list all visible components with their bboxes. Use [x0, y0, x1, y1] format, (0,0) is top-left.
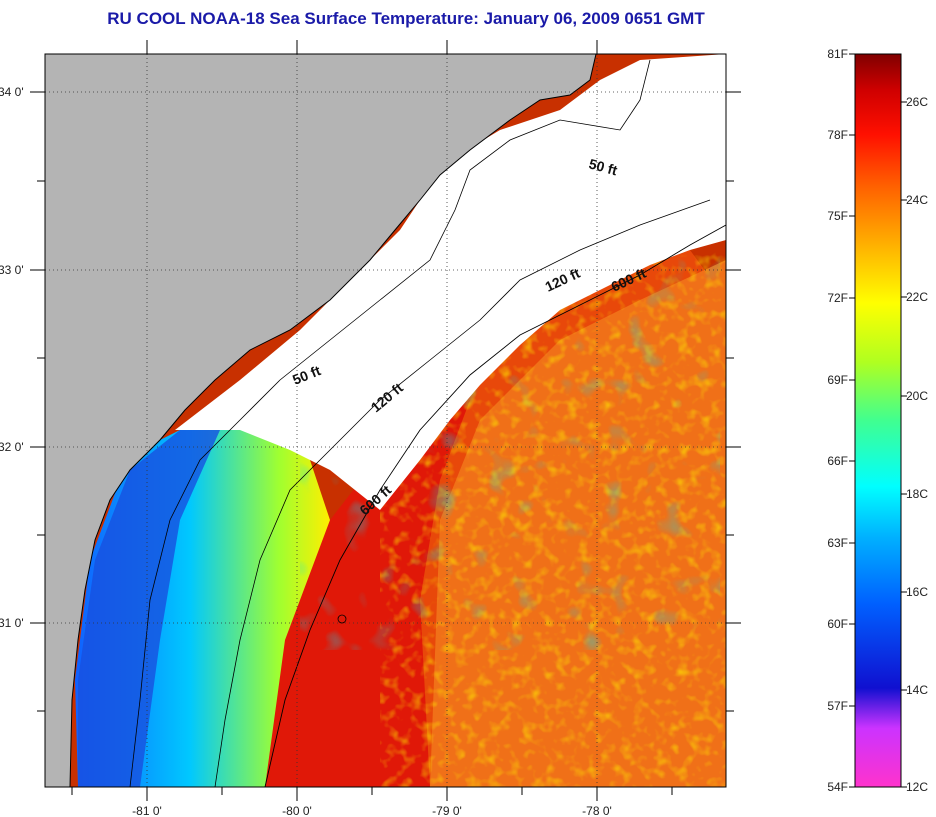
colorbar-f-label-7: 60F — [827, 617, 848, 631]
colorbar-f-label-1: 78F — [827, 128, 848, 142]
colorbar-c-label-3: 20C — [906, 389, 928, 403]
colorbar-f-label-3: 72F — [827, 291, 848, 305]
colorbar-c-label-6: 14C — [906, 683, 928, 697]
colorbar-c-label-5: 16C — [906, 585, 928, 599]
lon-label-81: -81 0' — [132, 804, 162, 817]
lon-label-80: -80 0' — [282, 804, 312, 817]
colorbar: 81F 78F 75F 72F 69F 66F 63F 60F 57F 54F … — [827, 47, 928, 794]
lat-label-31: 31 0' — [0, 616, 24, 630]
colorbar-c-label-0: 26C — [906, 95, 928, 109]
contour-50ft — [129, 59, 651, 787]
colorbar-scale — [854, 53, 902, 788]
axis-ticks — [30, 40, 741, 801]
lat-label-34: 34 0' — [0, 85, 24, 99]
colorbar-f-label-5: 66F — [827, 454, 848, 468]
colorbar-f-label-9: 54F — [827, 780, 848, 794]
lat-label-33: 33 0' — [0, 263, 24, 277]
depth-label-50ft-north: 50 ft — [587, 155, 619, 178]
land — [45, 54, 596, 787]
coastline — [69, 54, 597, 787]
colorbar-c-label-1: 24C — [906, 193, 928, 207]
colorbar-f-label-6: 63F — [827, 536, 848, 550]
map-title: RU COOL NOAA-18 Sea Surface Temperature:… — [107, 9, 705, 28]
contour-600ft — [264, 224, 726, 787]
lat-label-32: 32 0' — [0, 440, 24, 454]
colorbar-c-label-2: 22C — [906, 290, 928, 304]
colorbar-ticks — [849, 53, 907, 788]
colorbar-f-label-4: 69F — [827, 373, 848, 387]
lon-label-79: -79 0' — [432, 804, 462, 817]
cloud-cover — [175, 54, 726, 510]
colorbar-c-label-4: 18C — [906, 487, 928, 501]
map-area — [45, 54, 726, 787]
contour-120ft — [214, 199, 711, 787]
buoy-marker — [337, 614, 347, 624]
map-frame — [44, 53, 727, 788]
colorbar-f-label-0: 81F — [827, 47, 848, 61]
colorbar-f-label-2: 75F — [827, 209, 848, 223]
colorbar-f-label-8: 57F — [827, 699, 848, 713]
colorbar-c-label-7: 12C — [906, 780, 928, 794]
lon-label-78: -78 0' — [582, 804, 612, 817]
graticule — [45, 54, 726, 787]
